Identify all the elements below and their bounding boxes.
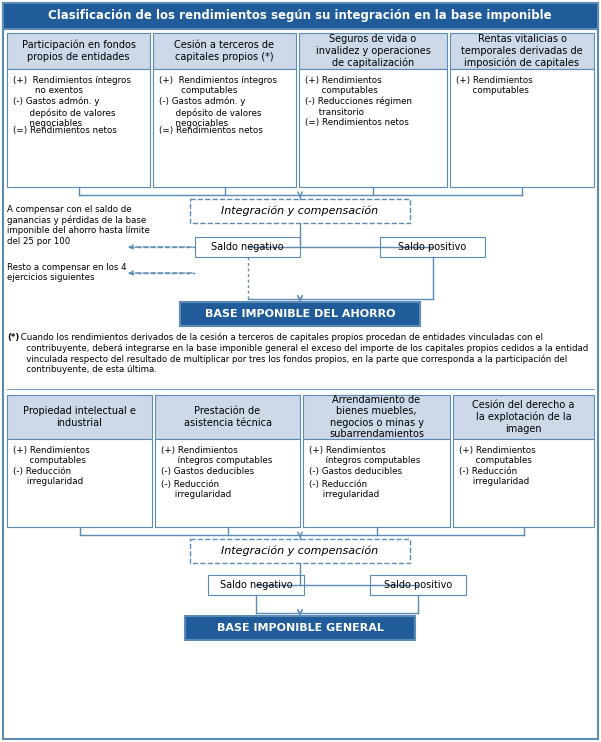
- Bar: [195, 237, 300, 257]
- Text: (-) Gastos deducibles: (-) Gastos deducibles: [309, 467, 402, 476]
- Bar: [3, 3, 598, 29]
- Text: (*): (*): [7, 333, 19, 342]
- Text: (+) Rendimientos
      computables: (+) Rendimientos computables: [13, 446, 90, 465]
- Bar: [153, 33, 296, 69]
- Text: BASE IMPONIBLE DEL AHORRO: BASE IMPONIBLE DEL AHORRO: [205, 309, 395, 319]
- Text: Clasificación de los rendimientos según su integración en la base imponible: Clasificación de los rendimientos según …: [48, 10, 552, 22]
- Text: (+) Rendimientos
      íntegros computables: (+) Rendimientos íntegros computables: [309, 446, 420, 465]
- Bar: [453, 395, 594, 439]
- Bar: [450, 33, 594, 69]
- Bar: [299, 33, 447, 69]
- Bar: [190, 539, 410, 563]
- Text: (+)  Rendimientos íntegros
        no exentos: (+) Rendimientos íntegros no exentos: [13, 76, 131, 96]
- Bar: [155, 395, 300, 439]
- Bar: [190, 199, 410, 223]
- Bar: [380, 237, 485, 257]
- Text: Prestación de
asistencia técnica: Prestación de asistencia técnica: [183, 406, 272, 428]
- Bar: [7, 69, 150, 187]
- Text: A compensar con el saldo de
ganancias y pérdidas de la base
imponible del ahorro: A compensar con el saldo de ganancias y …: [7, 205, 150, 246]
- Text: Propiedad intelectual e
industrial: Propiedad intelectual e industrial: [23, 406, 136, 428]
- Text: (-) Gastos admón. y
      depósito de valores
      negociables: (-) Gastos admón. y depósito de valores …: [159, 97, 261, 128]
- Text: (=) Rendimientos netos: (=) Rendimientos netos: [13, 126, 117, 136]
- Text: (+)  Rendimientos íntegros
        computables: (+) Rendimientos íntegros computables: [159, 76, 277, 96]
- Text: (+) Rendimientos
      computables: (+) Rendimientos computables: [456, 76, 532, 96]
- Bar: [7, 33, 150, 69]
- Text: (+) Rendimientos
      íntegros computables: (+) Rendimientos íntegros computables: [161, 446, 272, 465]
- Text: Resto a compensar en los 4
ejercicios siguientes: Resto a compensar en los 4 ejercicios si…: [7, 263, 127, 283]
- Text: (-) Gastos admón. y
      depósito de valores
      negociables: (-) Gastos admón. y depósito de valores …: [13, 97, 115, 128]
- Text: (-) Reducciones régimen
     transitorio: (-) Reducciones régimen transitorio: [305, 97, 412, 117]
- Text: Rentas vitalicias o
temporales derivadas de
imposición de capitales: Rentas vitalicias o temporales derivadas…: [461, 34, 583, 68]
- Bar: [7, 395, 152, 439]
- Text: Saldo positivo: Saldo positivo: [398, 242, 466, 252]
- Bar: [185, 616, 415, 640]
- Text: (+) Rendimientos
      computables: (+) Rendimientos computables: [305, 76, 382, 96]
- Text: (-) Reducción
     irregularidad: (-) Reducción irregularidad: [13, 467, 84, 487]
- Text: Integración y compensación: Integración y compensación: [221, 206, 379, 216]
- Text: Participación en fondos
propios de entidades: Participación en fondos propios de entid…: [22, 40, 135, 62]
- Text: Saldo negativo: Saldo negativo: [211, 242, 284, 252]
- Text: Seguros de vida o
invalidez y operaciones
de capitalización: Seguros de vida o invalidez y operacione…: [316, 34, 430, 68]
- Text: Cuando los rendimientos derivados de la cesión a terceros de capitales propios p: Cuando los rendimientos derivados de la …: [18, 333, 588, 374]
- Text: (-) Reducción
     irregularidad: (-) Reducción irregularidad: [459, 467, 529, 487]
- Text: Integración y compensación: Integración y compensación: [221, 546, 379, 556]
- Bar: [303, 439, 450, 527]
- Bar: [453, 439, 594, 527]
- Bar: [208, 575, 304, 595]
- Text: Saldo negativo: Saldo negativo: [220, 580, 292, 590]
- Text: Cesión a terceros de
capitales propios (*): Cesión a terceros de capitales propios (…: [174, 40, 275, 62]
- Bar: [450, 69, 594, 187]
- Text: Arrendamiento de
bienes muebles,
negocios o minas y
subarrendamientos: Arrendamiento de bienes muebles, negocio…: [329, 395, 424, 439]
- Bar: [299, 69, 447, 187]
- Text: (-) Reducción
     irregularidad: (-) Reducción irregularidad: [161, 479, 231, 499]
- Bar: [303, 395, 450, 439]
- Bar: [153, 69, 296, 187]
- Bar: [7, 439, 152, 527]
- Bar: [155, 439, 300, 527]
- Text: (-) Reducción
     irregularidad: (-) Reducción irregularidad: [309, 479, 379, 499]
- Bar: [180, 302, 420, 326]
- Text: (-) Gastos deducibles: (-) Gastos deducibles: [161, 467, 254, 476]
- Text: (+) Rendimientos
      computables: (+) Rendimientos computables: [459, 446, 535, 465]
- Text: (=) Rendimientos netos: (=) Rendimientos netos: [159, 126, 263, 136]
- Bar: [370, 575, 466, 595]
- Text: (=) Rendimientos netos: (=) Rendimientos netos: [305, 118, 409, 127]
- Text: Saldo positivo: Saldo positivo: [384, 580, 452, 590]
- Text: Cesión del derecho a
la explotación de la
imagen: Cesión del derecho a la explotación de l…: [472, 400, 575, 434]
- Text: BASE IMPONIBLE GENERAL: BASE IMPONIBLE GENERAL: [216, 623, 383, 633]
